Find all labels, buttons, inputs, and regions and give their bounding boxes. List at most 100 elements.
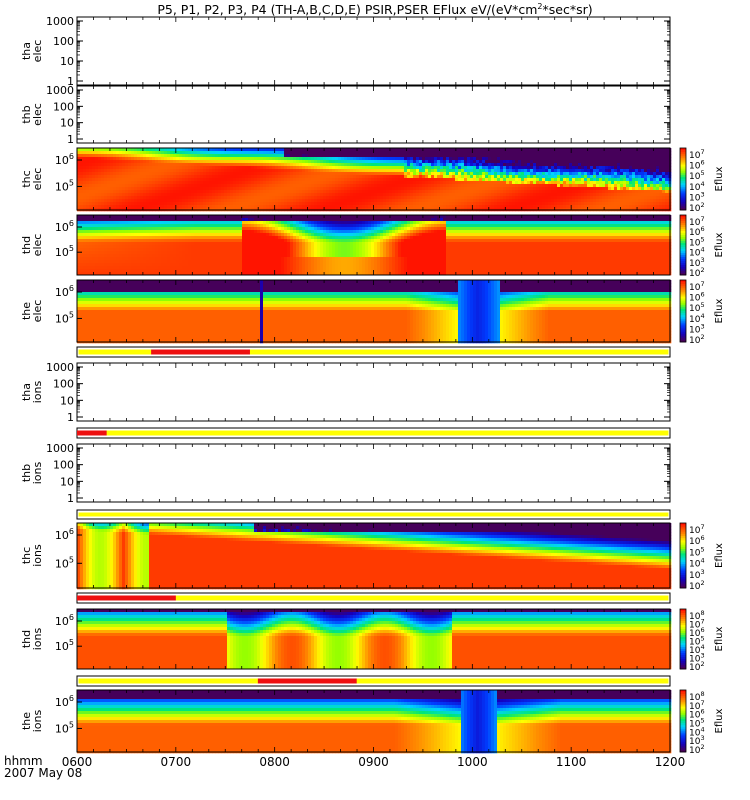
thd-elec-cbar-tick: 103	[689, 256, 705, 269]
thd-elec-cbar-tick: 105	[689, 235, 705, 248]
thd-ions-cbar-tick: 104	[689, 643, 705, 656]
thd-ions-ytick: 106	[55, 613, 74, 628]
thc-ions-cbar-tick: 105	[689, 545, 705, 558]
tha-ions-ytick: 1000	[46, 361, 74, 374]
thb-ions-ytick: 100	[53, 459, 74, 472]
the-elec-ytick: 105	[55, 310, 74, 325]
thc-ions-ytick: 106	[55, 527, 74, 542]
thc-elec-cbar-tick: 107	[689, 148, 705, 161]
the-ions-cbar-tick: 103	[689, 734, 705, 747]
the-elec-cbar-tick: 102	[689, 333, 705, 346]
thb-ions-frame	[76, 443, 671, 503]
thc-elec-cbar-label: Eflux	[714, 166, 725, 191]
thb-ions-ytick: 1	[67, 492, 74, 505]
the-ions-cbar-tick: 107	[689, 699, 705, 712]
x-tick-1200: 1200	[655, 755, 686, 769]
thc-ions-cbar-tick: 103	[689, 568, 705, 581]
bar-3	[76, 509, 671, 520]
thd-ions-cbar-tick: 106	[689, 626, 705, 639]
tha-ions-panel: 1000 100 10 1 thaions	[20, 361, 671, 424]
bar-1	[76, 346, 671, 358]
the-elec-cbar-tick: 103	[689, 322, 705, 335]
the-ions-ylabel: theions	[20, 709, 44, 732]
the-elec-cbar-tick: 106	[689, 291, 705, 304]
thd-ions-cbar-label: Eflux	[714, 626, 725, 651]
thd-elec-cbar-label: Eflux	[714, 232, 725, 257]
the-elec-cbar-tick: 107	[689, 280, 705, 293]
thd-elec-cells	[77, 215, 672, 276]
thc-elec-ylabel: thcelec	[20, 168, 44, 191]
thd-elec-ytick: 105	[55, 244, 74, 259]
the-elec-ytick: 106	[55, 284, 74, 299]
tha-elec-panel: 1000 100 10 1 thaelec	[20, 15, 671, 88]
x-unit-label: hhmm	[4, 754, 43, 768]
tha-elec-ytick: 100	[53, 35, 74, 48]
the-ions-cbar-tick: 102	[689, 743, 705, 756]
bar-5-mode-red	[257, 678, 357, 684]
thd-ions-ytick: 105	[55, 638, 74, 653]
thc-ions-cbar-tick: 104	[689, 557, 705, 570]
bar-2-mode-yellow	[78, 430, 669, 436]
thd-elec-cbar-tick: 104	[689, 246, 705, 259]
thb-ions-ylabel: thbions	[20, 461, 44, 484]
thb-ions-ytick: 1000	[46, 442, 74, 455]
tha-elec-ylabel: thaelec	[20, 40, 44, 63]
x-tick-1100: 1100	[556, 755, 587, 769]
the-ions-cbar-tick: 104	[689, 725, 705, 738]
bar-4	[76, 592, 671, 604]
thc-elec-cbar-tick: 103	[689, 190, 705, 203]
thd-ions-cbar-tick: 108	[689, 609, 705, 622]
tha-elec-frame	[76, 16, 671, 86]
tha-elec-ytick: 1000	[46, 15, 74, 28]
tha-elec-ytick: 1	[67, 75, 74, 88]
thc-ions-ylabel: thcions	[20, 544, 44, 567]
thc-elec-ytick: 105	[55, 178, 74, 193]
thc-ions-cells	[77, 523, 672, 590]
bar-1-mode-yellow	[78, 349, 669, 355]
thc-elec-cbar-tick: 102	[689, 201, 705, 214]
thd-ions-cbar-tick: 107	[689, 618, 705, 631]
the-ions-cbar-tick: 105	[689, 717, 705, 730]
panels-group: 1000100101thaelec1000100101thbelec107106…	[20, 15, 725, 756]
tha-ions-frame	[76, 362, 671, 422]
tha-ions-ytick: 10	[60, 394, 74, 407]
x-tick-0900: 0900	[358, 755, 389, 769]
the-ions-cbar-tick: 108	[689, 690, 705, 703]
thb-ions-ytick: 10	[60, 475, 74, 488]
thd-ions-ylabel: thdions	[20, 627, 44, 650]
thb-elec-ytick: 1	[67, 133, 74, 146]
the-elec-cells	[77, 280, 672, 344]
bar-2-mode-red	[77, 430, 107, 436]
bar-4-mode-red	[77, 595, 176, 601]
thb-elec-ylabel: thbelec	[20, 103, 44, 126]
the-ions-cbar-tick: 106	[689, 708, 705, 721]
bar-1-mode-red	[151, 349, 250, 355]
x-tick-0600: 0600	[62, 755, 93, 769]
time-axis: 0600 0700 0800 0900 1000 1100 1200	[62, 755, 686, 769]
thc-ions-ytick: 105	[55, 555, 74, 570]
thc-elec-cbar-tick: 106	[689, 159, 705, 172]
bar-4-mode-yellow	[78, 595, 669, 601]
the-elec-ylabel: theelec	[20, 300, 44, 323]
thc-ions-cbar-tick: 107	[689, 523, 705, 536]
the-ions-ytick: 105	[55, 720, 74, 735]
thc-ions-cbar-label: Eflux	[714, 543, 725, 568]
thb-elec-ytick: 100	[53, 100, 74, 113]
thc-elec-cbar-tick: 104	[689, 180, 705, 193]
thc-elec-cells	[77, 148, 672, 212]
the-ions-ytick: 106	[55, 694, 74, 709]
bar-5-mode-yellow	[78, 678, 669, 684]
thc-ions-cbar-tick: 102	[689, 579, 705, 592]
tha-elec-ytick: 10	[60, 55, 74, 68]
thb-elec-ytick: 10	[60, 117, 74, 130]
thd-elec-ytick: 106	[55, 219, 74, 234]
